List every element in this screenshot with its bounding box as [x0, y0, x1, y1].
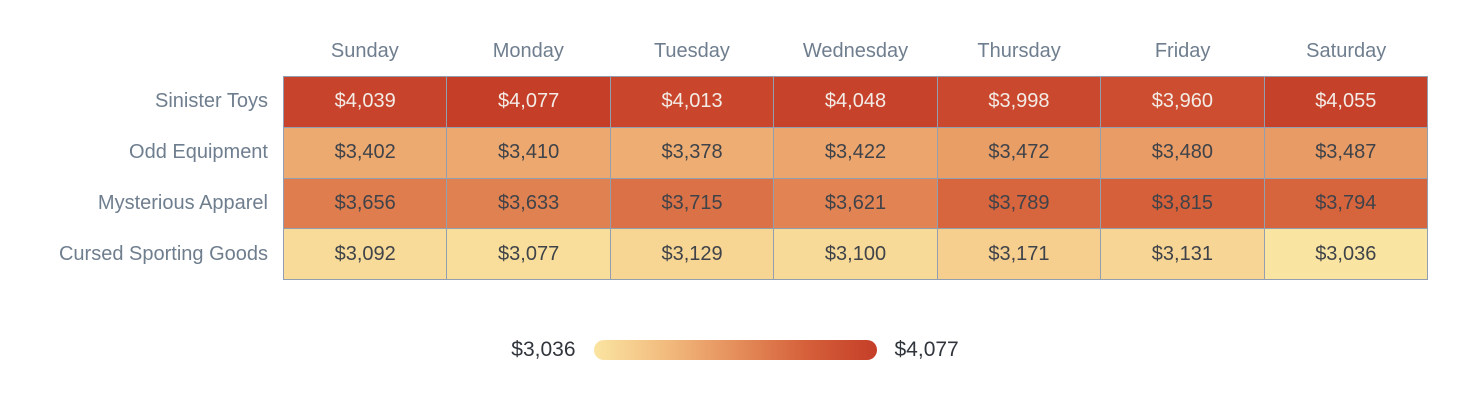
heatmap-cell: $4,077: [447, 77, 610, 127]
heatmap-cell: $4,048: [774, 77, 937, 127]
row-label-cursed-sporting-goods: Cursed Sporting Goods: [58, 243, 268, 265]
heatmap-cell: $4,013: [610, 77, 774, 127]
heatmap-cell: $3,129: [610, 229, 774, 279]
heatmap-cell: $3,621: [774, 178, 937, 229]
column-header-saturday: Saturday: [1306, 40, 1387, 62]
heatmap-cell: $3,715: [610, 178, 774, 229]
heatmap-cell: $3,789: [937, 178, 1101, 229]
column-header-tuesday: Tuesday: [653, 40, 730, 62]
heatmap-cell: $3,422: [774, 127, 937, 178]
row-label-mysterious-apparel: Mysterious Apparel: [97, 192, 268, 214]
heatmap-cell: $3,077: [447, 229, 610, 279]
row-label-odd-equipment: Odd Equipment: [129, 141, 268, 163]
heatmap-cell: $3,480: [1101, 127, 1264, 178]
heatmap-cell: $3,633: [447, 178, 610, 229]
heatmap-cell: $3,487: [1264, 127, 1427, 178]
heatmap-cell: $3,100: [774, 229, 937, 279]
legend-gradient-bar: [593, 340, 877, 360]
heatmap-cell: $3,472: [937, 127, 1101, 178]
heatmap-cell: $3,378: [610, 127, 774, 178]
row-label-sinister-toys: Sinister Toys: [154, 90, 268, 112]
heatmap-cell: $3,998: [937, 77, 1101, 127]
heatmap-cell: $3,131: [1101, 229, 1264, 279]
legend-min-label: $3,036: [511, 338, 576, 361]
column-header-friday: Friday: [1154, 40, 1211, 62]
heatmap-cell: $3,656: [284, 178, 447, 229]
heatmap-cell: $3,171: [937, 229, 1101, 279]
heatmap-cell: $3,402: [284, 127, 447, 178]
heatmap-cell: $3,036: [1264, 229, 1427, 279]
column-header-thursday: Thursday: [977, 40, 1061, 62]
heatmap-cell: $4,055: [1264, 77, 1427, 127]
legend-max-label: $4,077: [894, 338, 959, 361]
heatmap-grid: $4,039 $4,077 $4,013 $4,048 $3,998 $3,960 $4,0…: [283, 76, 1428, 280]
heatmap-cell: $4,039: [284, 77, 447, 127]
column-header-monday: Monday: [492, 40, 564, 62]
color-scale-legend: $3,036 $4,077: [0, 336, 1470, 364]
column-header-wednesday: Wednesday: [802, 40, 909, 62]
heatmap-cell: $3,410: [447, 127, 610, 178]
category-row-labels: Sinister Toys Odd Equipment Mysterious App…: [0, 76, 268, 280]
weekday-column-headers: Sunday Monday Tuesday Wednesday Thursday Frid…: [283, 0, 1428, 76]
column-header-sunday: Sunday: [330, 40, 399, 62]
heatmap-cell: $3,092: [284, 229, 447, 279]
heatmap-cell: $3,815: [1101, 178, 1264, 229]
heatmap-cell: $3,960: [1101, 77, 1264, 127]
heatmap-cell: $3,794: [1264, 178, 1427, 229]
